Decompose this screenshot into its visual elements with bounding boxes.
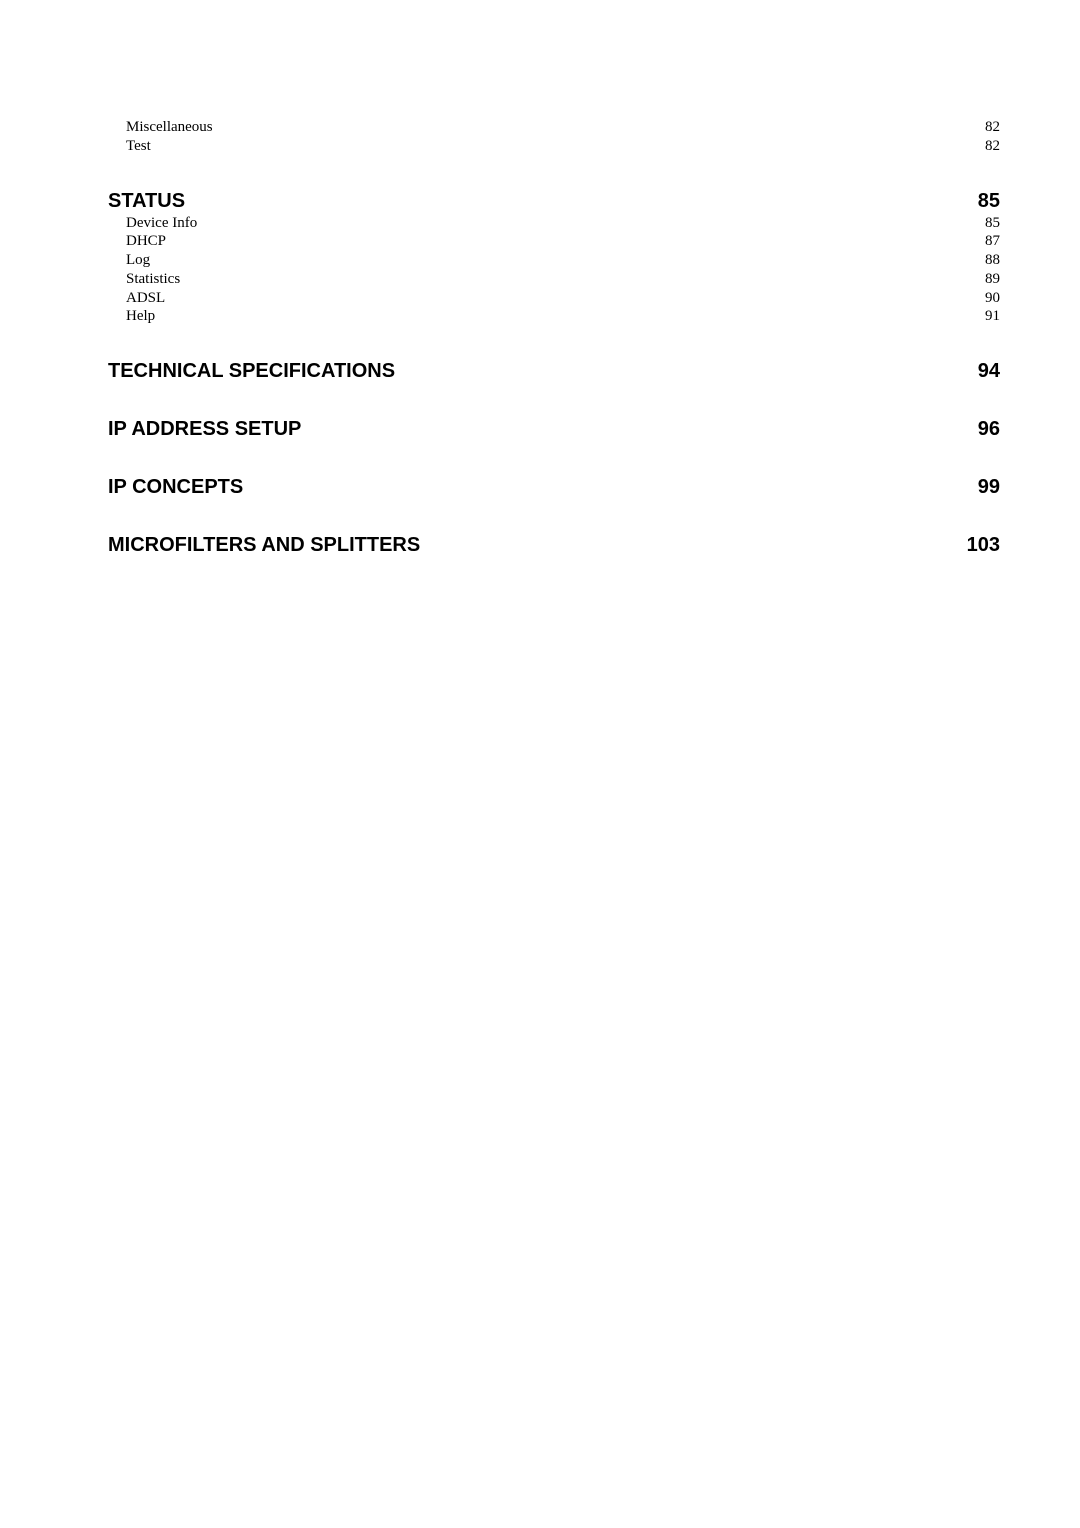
toc-heading-label: IP CONCEPTS xyxy=(108,474,243,500)
toc-sub-entry: ADSL 90 xyxy=(108,289,1000,308)
toc-heading-entry: MICROFILTERS AND SPLITTERS 103 xyxy=(108,532,1000,558)
toc-heading-page: 103 xyxy=(967,532,1000,558)
toc-heading-entry: STATUS 85 xyxy=(108,188,1000,214)
toc-sub-page: 89 xyxy=(985,270,1000,289)
toc-heading-page: 99 xyxy=(978,474,1000,500)
toc-sub-page: 82 xyxy=(985,118,1000,137)
toc-sub-page: 87 xyxy=(985,232,1000,251)
toc-heading-page: 96 xyxy=(978,416,1000,442)
toc-heading-entry: IP ADDRESS SETUP 96 xyxy=(108,416,1000,442)
toc-heading-label: STATUS xyxy=(108,188,185,214)
toc-sub-page: 85 xyxy=(985,214,1000,233)
toc-sub-label: Test xyxy=(126,137,151,156)
toc-sub-group: Device Info 85 DHCP 87 Log 88 Statistics… xyxy=(108,214,1000,327)
toc-orphan-sub-group: Miscellaneous 82 Test 82 xyxy=(108,118,1000,156)
toc-heading-entry: TECHNICAL SPECIFICATIONS 94 xyxy=(108,358,1000,384)
toc-heading-label: TECHNICAL SPECIFICATIONS xyxy=(108,358,395,384)
toc-sub-entry: Log 88 xyxy=(108,251,1000,270)
toc-heading-entry: IP CONCEPTS 99 xyxy=(108,474,1000,500)
toc-sub-entry: Test 82 xyxy=(108,137,1000,156)
toc-sub-entry: Statistics 89 xyxy=(108,270,1000,289)
toc-section-status: STATUS 85 Device Info 85 DHCP 87 Log 88 … xyxy=(108,188,1000,327)
toc-sub-label: Miscellaneous xyxy=(126,118,213,137)
toc-heading-label: IP ADDRESS SETUP xyxy=(108,416,301,442)
toc-sub-page: 91 xyxy=(985,307,1000,326)
toc-sub-label: Log xyxy=(126,251,150,270)
toc-sub-label: Help xyxy=(126,307,155,326)
toc-sub-page: 90 xyxy=(985,289,1000,308)
toc-sub-page: 88 xyxy=(985,251,1000,270)
toc-heading-page: 85 xyxy=(978,188,1000,214)
toc-sub-entry: Device Info 85 xyxy=(108,214,1000,233)
toc-sub-page: 82 xyxy=(985,137,1000,156)
toc-sub-label: Device Info xyxy=(126,214,197,233)
toc-sub-label: Statistics xyxy=(126,270,180,289)
toc-sub-entry: Help 91 xyxy=(108,307,1000,326)
toc-sub-label: DHCP xyxy=(126,232,166,251)
toc-sub-label: ADSL xyxy=(126,289,165,308)
toc-sub-entry: Miscellaneous 82 xyxy=(108,118,1000,137)
toc-heading-label: MICROFILTERS AND SPLITTERS xyxy=(108,532,420,558)
table-of-contents: Miscellaneous 82 Test 82 STATUS 85 Devic… xyxy=(108,118,1000,558)
toc-heading-page: 94 xyxy=(978,358,1000,384)
toc-sub-entry: DHCP 87 xyxy=(108,232,1000,251)
